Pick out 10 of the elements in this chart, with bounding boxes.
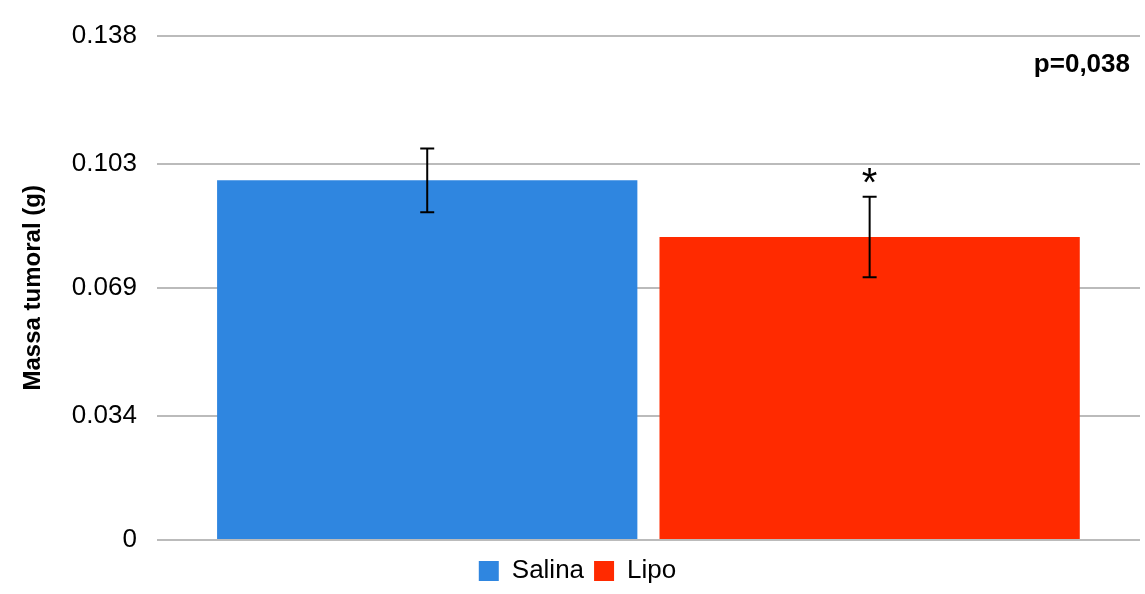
data-label: * [861,159,878,204]
annotation: p=0,038 [1033,47,1130,78]
legend-label: Salina [511,554,585,585]
y-tick-label: 0 [122,523,137,554]
y-axis-title: Massa tumoral (g) [18,185,46,391]
y-tick-label: 0.069 [71,270,137,301]
y-tick-label: 0.103 [71,146,137,177]
y-tick-label: 0.034 [71,398,137,429]
legend-label: Lipo [627,554,677,585]
y-tick-label: 0.138 [71,18,137,49]
